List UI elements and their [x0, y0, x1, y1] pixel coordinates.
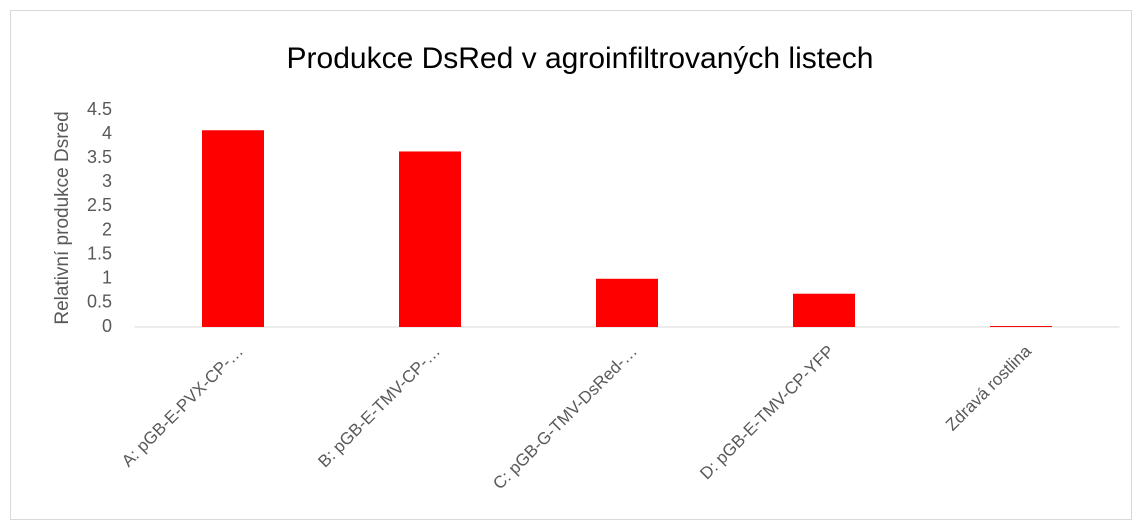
y-tick-label: 2.5 — [87, 195, 112, 215]
y-tick-label: 2 — [102, 219, 112, 239]
y-tick-label: 4.5 — [87, 99, 112, 119]
bar — [202, 130, 264, 327]
chart-title: Produkce DsRed v agroinfiltrovaných list… — [287, 42, 874, 75]
chart-frame — [10, 10, 1132, 520]
y-tick-label: 0.5 — [87, 292, 112, 312]
y-tick-label: 1 — [102, 268, 112, 288]
bar — [793, 293, 855, 327]
bar — [399, 151, 461, 327]
bar — [990, 326, 1052, 327]
y-tick-label: 1.5 — [87, 243, 112, 263]
y-tick-label: 0 — [102, 316, 112, 336]
bar — [596, 278, 658, 327]
y-tick-label: 4 — [102, 123, 112, 143]
y-tick-label: 3.5 — [87, 147, 112, 167]
y-tick-label: 3 — [102, 171, 112, 191]
y-axis-label: Relativní produkce Dsred — [52, 111, 73, 324]
